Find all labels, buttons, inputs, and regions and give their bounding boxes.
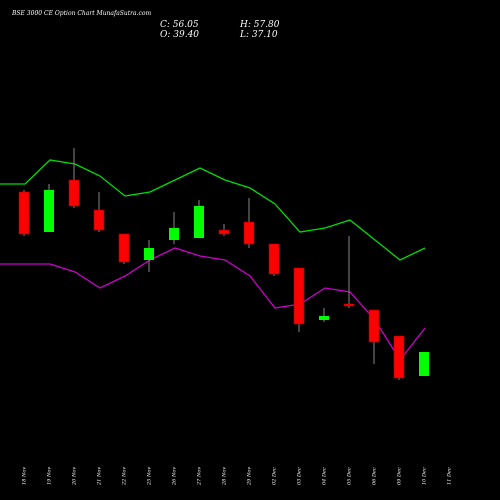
candle-body: [68, 179, 80, 207]
x-tick-label: 21 Nov: [97, 467, 103, 486]
x-tick-label: 29 Nov: [247, 467, 253, 486]
series-line-1: [0, 159, 426, 261]
candle: [393, 335, 405, 380]
candle-body: [368, 309, 380, 343]
chart-title: BSE 3000 CE Option Chart MunafaSutra.com: [12, 10, 152, 17]
candle: [118, 233, 130, 264]
candle: [319, 308, 329, 322]
x-axis-labels: 18 Nov 19 Nov 20 Nov 21 Nov 22 Nov 25 Nov 26 N…: [22, 467, 453, 486]
high-value: H: 57.80: [240, 20, 280, 30]
candles: [18, 148, 429, 380]
candle: [44, 184, 54, 232]
x-tick-label: 18 Nov: [22, 467, 28, 485]
candle-body: [118, 233, 130, 263]
candle: [144, 240, 154, 272]
candle: [368, 309, 380, 364]
candle-body: [343, 303, 355, 307]
candle: [343, 236, 355, 308]
x-tick-label: 06 Dec: [372, 467, 378, 485]
x-tick-label: 03 Dec: [297, 467, 303, 485]
x-tick-label: 22 Nov: [122, 467, 128, 486]
candle: [93, 192, 105, 232]
open-value: O: 39.40: [160, 30, 200, 40]
x-tick-label: 04 Dec: [322, 467, 328, 485]
x-tick-label: 28 Nov: [222, 467, 228, 486]
x-tick-label: 20 Nov: [72, 467, 78, 486]
x-tick-label: 05 Dec: [347, 467, 353, 485]
x-tick-label: 27 Nov: [197, 467, 203, 486]
indicator-lines: [0, 159, 426, 362]
candle: [268, 243, 280, 276]
candle: [169, 212, 179, 244]
low-value: L: 37.10: [240, 30, 278, 40]
x-tick-label: 19 Nov: [47, 467, 53, 485]
candle-body: [194, 206, 204, 238]
candle-body: [393, 335, 405, 379]
x-tick-label: 09 Dec: [397, 467, 403, 485]
candle: [18, 190, 30, 236]
candle-body: [243, 221, 255, 245]
candle-body: [419, 352, 429, 376]
candle-body: [319, 316, 329, 320]
candle-body: [144, 248, 154, 260]
candle-body: [293, 267, 305, 325]
candle-body: [93, 209, 105, 231]
candle-body: [169, 228, 179, 240]
candle-body: [268, 243, 280, 275]
candle-body: [18, 191, 30, 235]
close-value: C: 56.05: [160, 20, 199, 30]
x-tick-label: 26 Nov: [172, 467, 178, 486]
x-tick-label: 11 Dec: [447, 467, 453, 485]
candle: [293, 267, 305, 332]
candle: [243, 198, 255, 248]
candle: [419, 352, 429, 376]
candle-body: [44, 190, 54, 232]
candle: [68, 148, 80, 208]
candle-body: [218, 229, 230, 235]
x-tick-label: 25 Nov: [147, 467, 153, 486]
candle: [194, 200, 204, 238]
series-line-2: [0, 247, 426, 362]
candle: [218, 224, 230, 236]
x-tick-label: 10 Dec: [422, 467, 428, 485]
x-tick-label: 02 Dec: [272, 467, 278, 485]
